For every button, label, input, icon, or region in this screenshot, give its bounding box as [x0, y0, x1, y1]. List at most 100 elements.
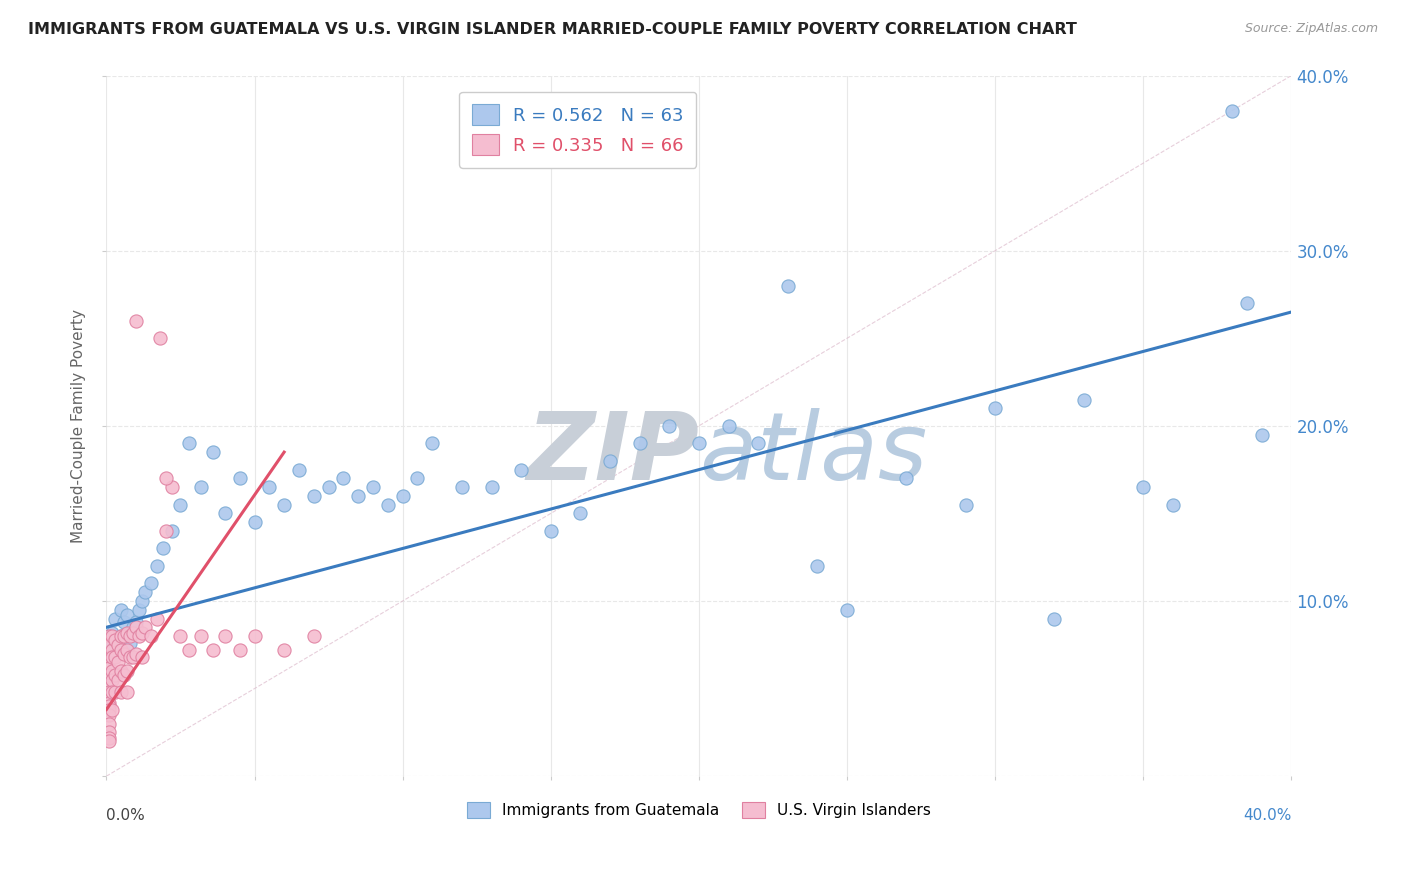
Point	[160, 480, 183, 494]
Point	[101, 703, 124, 717]
Point	[101, 650, 124, 665]
Point	[134, 620, 156, 634]
Point	[273, 643, 295, 657]
Point	[1220, 103, 1243, 118]
Point	[169, 498, 191, 512]
Point	[302, 489, 325, 503]
Point	[115, 664, 138, 678]
Point	[122, 620, 145, 634]
Point	[717, 418, 740, 433]
Point	[510, 462, 533, 476]
Point	[1043, 611, 1066, 625]
Point	[98, 632, 121, 647]
Point	[104, 685, 127, 699]
Point	[122, 650, 145, 665]
Point	[112, 667, 135, 681]
Point	[98, 703, 121, 717]
Point	[98, 629, 121, 643]
Text: ZIP: ZIP	[526, 408, 699, 500]
Point	[98, 734, 121, 748]
Point	[481, 480, 503, 494]
Point	[98, 650, 121, 665]
Text: Source: ZipAtlas.com: Source: ZipAtlas.com	[1244, 22, 1378, 36]
Point	[160, 524, 183, 538]
Point	[202, 643, 225, 657]
Text: 40.0%: 40.0%	[1243, 807, 1292, 822]
Point	[361, 480, 384, 494]
Point	[110, 685, 132, 699]
Point	[169, 629, 191, 643]
Point	[145, 559, 167, 574]
Point	[104, 632, 127, 647]
Legend: Immigrants from Guatemala, U.S. Virgin Islanders: Immigrants from Guatemala, U.S. Virgin I…	[461, 797, 938, 824]
Point	[332, 471, 354, 485]
Point	[101, 673, 124, 687]
Point	[145, 611, 167, 625]
Point	[806, 559, 828, 574]
Point	[377, 498, 399, 512]
Point	[120, 636, 142, 650]
Point	[347, 489, 370, 503]
Point	[228, 471, 250, 485]
Point	[190, 480, 212, 494]
Point	[112, 615, 135, 629]
Point	[1132, 480, 1154, 494]
Point	[318, 480, 340, 494]
Point	[391, 489, 413, 503]
Point	[107, 656, 129, 670]
Point	[110, 603, 132, 617]
Point	[152, 541, 174, 556]
Point	[110, 629, 132, 643]
Point	[125, 647, 148, 661]
Point	[134, 585, 156, 599]
Point	[128, 629, 150, 643]
Point	[98, 667, 121, 681]
Point	[179, 643, 201, 657]
Point	[101, 629, 124, 643]
Point	[658, 418, 681, 433]
Point	[98, 707, 121, 722]
Point	[155, 471, 177, 485]
Point	[98, 638, 121, 652]
Point	[115, 625, 138, 640]
Point	[104, 638, 127, 652]
Point	[101, 664, 124, 678]
Point	[420, 436, 443, 450]
Point	[101, 625, 124, 640]
Y-axis label: Married-Couple Family Poverty: Married-Couple Family Poverty	[72, 309, 86, 543]
Point	[110, 629, 132, 643]
Point	[1073, 392, 1095, 407]
Point	[540, 524, 562, 538]
Point	[214, 629, 236, 643]
Point	[104, 611, 127, 625]
Point	[120, 629, 142, 643]
Text: IMMIGRANTS FROM GUATEMALA VS U.S. VIRGIN ISLANDER MARRIED-COUPLE FAMILY POVERTY : IMMIGRANTS FROM GUATEMALA VS U.S. VIRGIN…	[28, 22, 1077, 37]
Point	[984, 401, 1007, 416]
Point	[1161, 498, 1184, 512]
Point	[451, 480, 474, 494]
Point	[101, 685, 124, 699]
Point	[896, 471, 918, 485]
Point	[243, 515, 266, 529]
Point	[98, 699, 121, 714]
Point	[112, 629, 135, 643]
Point	[202, 445, 225, 459]
Point	[107, 643, 129, 657]
Point	[125, 620, 148, 634]
Point	[179, 436, 201, 450]
Point	[776, 278, 799, 293]
Point	[115, 685, 138, 699]
Point	[98, 678, 121, 692]
Point	[214, 507, 236, 521]
Point	[139, 576, 162, 591]
Point	[107, 638, 129, 652]
Point	[1236, 296, 1258, 310]
Point	[98, 696, 121, 710]
Point	[688, 436, 710, 450]
Point	[125, 615, 148, 629]
Point	[302, 629, 325, 643]
Point	[1250, 427, 1272, 442]
Point	[131, 625, 153, 640]
Point	[259, 480, 281, 494]
Point	[599, 454, 621, 468]
